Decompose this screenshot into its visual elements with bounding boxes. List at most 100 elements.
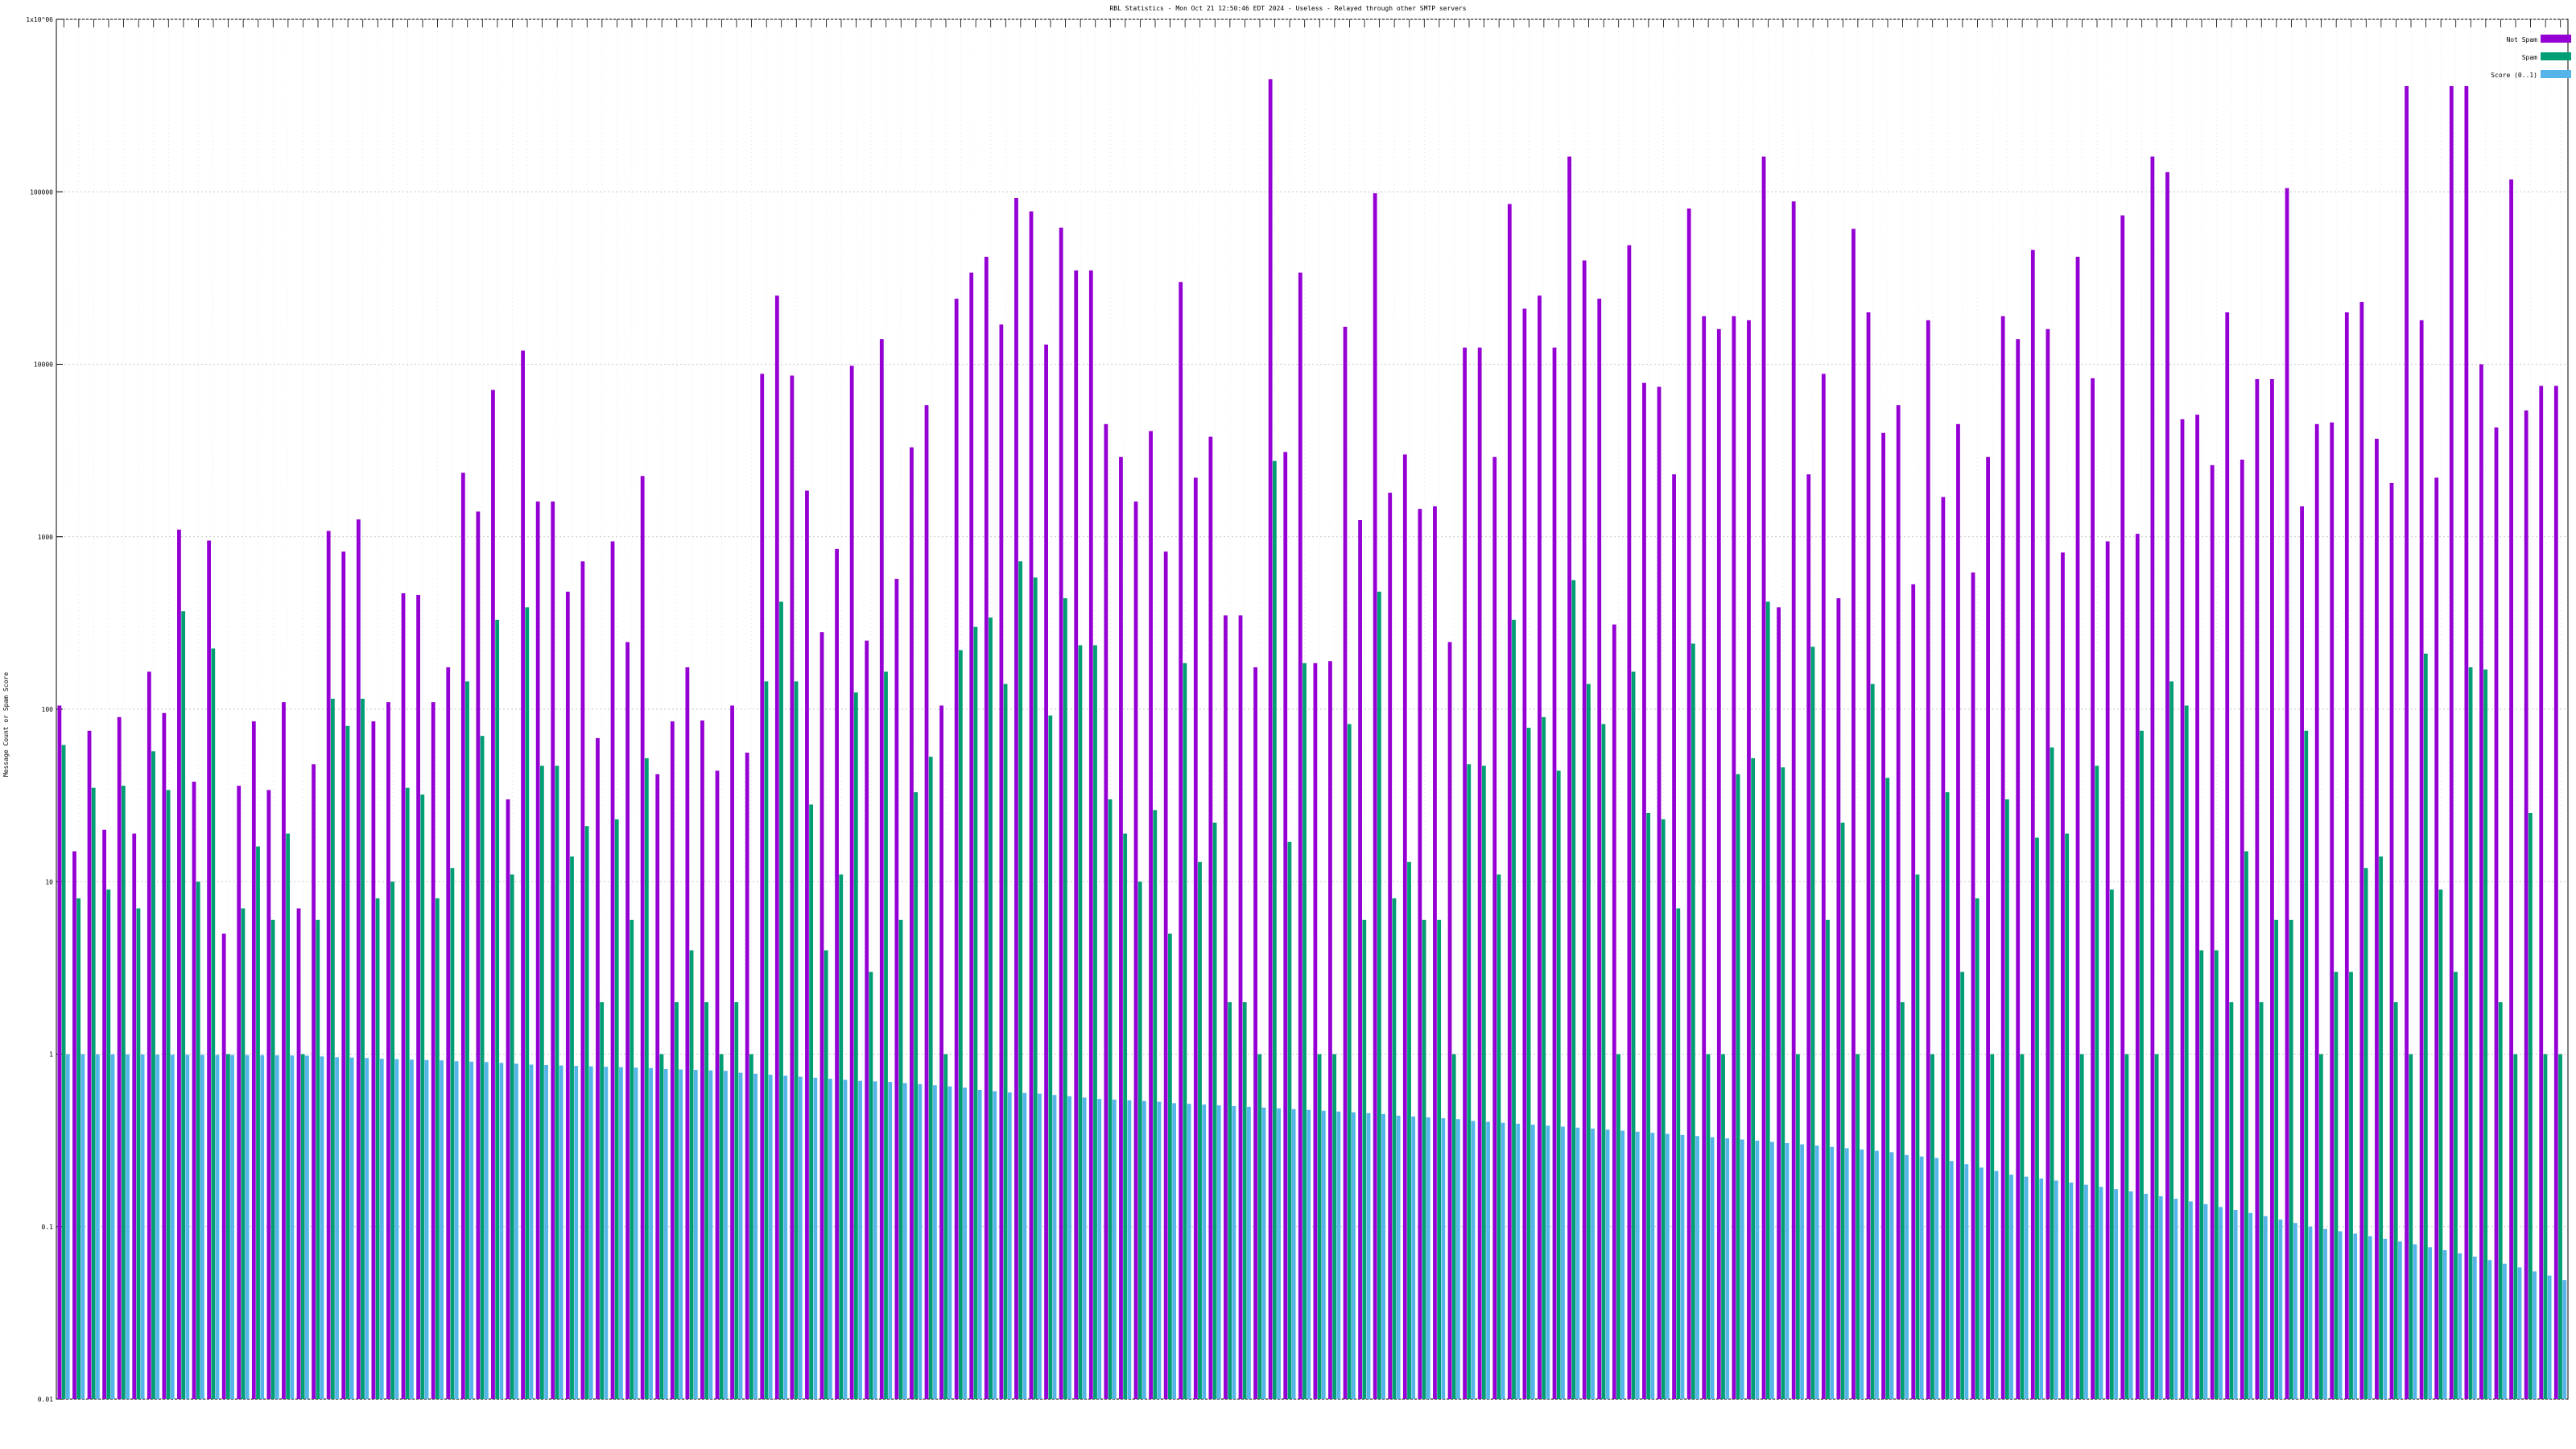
not-spam-bar (2300, 506, 2304, 1399)
not-spam-bar (819, 632, 824, 1399)
spam-bar (2259, 1002, 2264, 1399)
spam-bar (898, 919, 903, 1399)
spam-bar (1915, 874, 1920, 1399)
not-spam-bar (835, 548, 839, 1399)
score-bar (993, 1091, 997, 1399)
spam-bar (1137, 881, 1142, 1399)
score-bar (1052, 1095, 1057, 1399)
not-spam-bar (1298, 272, 1302, 1400)
not-spam-bar (341, 551, 346, 1400)
spam-bar (1347, 724, 1352, 1399)
score-bar (349, 1057, 354, 1399)
not-spam-bar (1014, 198, 1018, 1400)
chart-title: RBL Statistics - Mon Oct 21 12:50:46 EDT… (1109, 5, 1466, 12)
not-spam-bar (207, 540, 211, 1399)
score-bar (1994, 1170, 1999, 1399)
spam-bar (1900, 1002, 1905, 1399)
y-axis-label: Message Count or Spam Score (2, 672, 10, 777)
y-tick-label: 10 (45, 878, 53, 886)
score-bar (1905, 1154, 1909, 1399)
score-bar (2368, 1236, 2372, 1399)
not-spam-bar (1119, 456, 1123, 1400)
not-spam-bar (1044, 345, 1048, 1399)
score-bar (724, 1071, 728, 1399)
score-bar (1381, 1113, 1385, 1399)
not-spam-bar (1627, 245, 1632, 1399)
not-spam-bar (2419, 320, 2424, 1399)
bars (57, 79, 2567, 1400)
score-bar (1666, 1133, 1670, 1399)
spam-bar (2334, 972, 2339, 1399)
not-spam-bar (1388, 493, 1393, 1399)
score-bar (588, 1066, 593, 1399)
spam-bar (1093, 645, 1097, 1399)
score-bar (1082, 1097, 1087, 1399)
spam-bar (1990, 1054, 1995, 1399)
score-bar (1830, 1146, 1835, 1399)
spam-bar (1212, 822, 1217, 1399)
spam-bar (1242, 1002, 1247, 1399)
score-bar (1561, 1126, 1565, 1399)
spam-bar (600, 1002, 605, 1399)
not-spam-bar (386, 702, 390, 1399)
spam-bar (1661, 819, 1666, 1399)
spam-bar (2244, 851, 2248, 1399)
not-spam-bar (312, 764, 316, 1399)
spam-bar (330, 698, 335, 1399)
score-bar (1411, 1116, 1416, 1399)
score-bar (365, 1058, 369, 1399)
score-bar (1007, 1092, 1012, 1399)
spam-bar (2528, 812, 2533, 1399)
score-bar (619, 1067, 623, 1399)
not-spam-bar (610, 541, 615, 1400)
not-spam-bar (2553, 386, 2558, 1400)
score-bar (155, 1055, 160, 1399)
score-bar (1800, 1144, 1804, 1399)
score-bar (679, 1069, 683, 1399)
score-bar (200, 1055, 204, 1399)
not-spam-bar (1238, 615, 1243, 1399)
spam-bar (1332, 1054, 1337, 1399)
not-spam-bar (1433, 506, 1437, 1399)
not-spam-bar (2225, 312, 2230, 1399)
score-bar (275, 1055, 279, 1399)
not-spam-bar (1732, 316, 1736, 1399)
spam-bar (570, 856, 574, 1399)
score-bar (753, 1073, 758, 1399)
score-bar (1277, 1108, 1281, 1399)
not-spam-bar (1866, 312, 1871, 1399)
not-spam-bar (1597, 299, 1602, 1399)
y-tick-label: 1x10^06 (26, 16, 53, 23)
not-spam-bar (2135, 534, 2140, 1399)
not-spam-bar (939, 705, 943, 1399)
score-bar (2069, 1183, 2074, 1399)
score-bar (1530, 1125, 1535, 1399)
not-spam-bar (2494, 427, 2499, 1400)
not-spam-bar (1956, 423, 1960, 1399)
legend-score-swatch (2541, 70, 2571, 78)
score-bar (1471, 1121, 1476, 1399)
score-bar (514, 1063, 518, 1399)
score-bar (2533, 1271, 2537, 1399)
not-spam-bar (1477, 347, 1482, 1399)
spam-bar (2020, 1054, 2025, 1399)
score-bar (394, 1059, 399, 1399)
not-spam-bar (192, 782, 196, 1399)
spam-bar (764, 681, 769, 1399)
score-bar (963, 1088, 967, 1399)
legend-not-spam-label: Not Spam (2506, 36, 2537, 43)
not-spam-bar (2509, 179, 2513, 1400)
not-spam-bar (1104, 423, 1108, 1399)
not-spam-bar (132, 833, 137, 1399)
spam-bar (943, 1054, 948, 1399)
score-bar (1605, 1129, 1610, 1399)
not-spam-bar (237, 786, 242, 1399)
spam-bar (256, 846, 260, 1399)
score-bar (1620, 1130, 1625, 1399)
spam-bar (644, 758, 649, 1399)
score-bar (2503, 1263, 2507, 1399)
not-spam-bar (521, 350, 525, 1400)
spam-bar (1810, 646, 1815, 1399)
not-spam-bar (1672, 474, 1676, 1400)
spam-bar (1228, 1002, 1232, 1399)
